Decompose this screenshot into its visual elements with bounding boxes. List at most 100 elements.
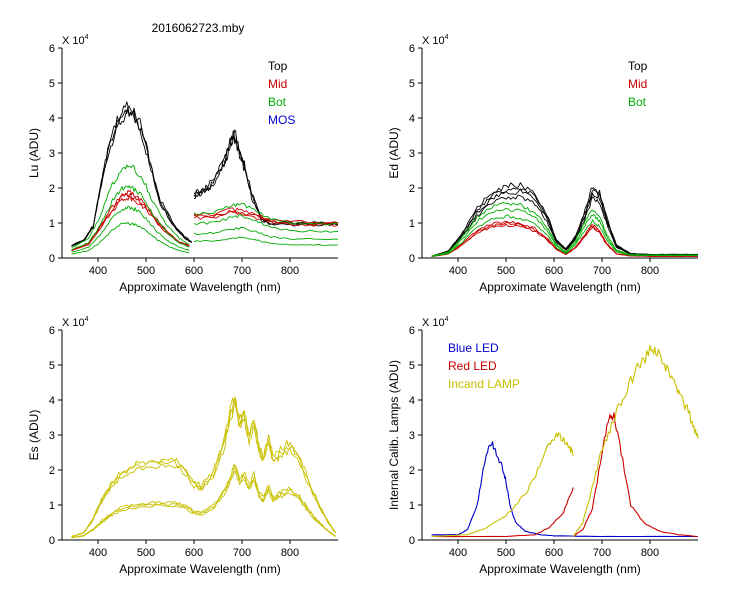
x-tick-label: 600 — [185, 265, 203, 277]
series-mid — [71, 189, 339, 252]
x-tick-label: 500 — [137, 265, 155, 277]
series-line — [71, 398, 336, 537]
y-tick-label: 5 — [49, 360, 55, 372]
series-line — [431, 220, 698, 257]
y-tick-label: 3 — [49, 148, 55, 160]
y-tick-label: 5 — [409, 360, 415, 372]
y-tick-label: 4 — [409, 113, 415, 125]
x-tick-label: 800 — [641, 265, 659, 277]
series-line — [193, 210, 339, 227]
series-line — [71, 470, 336, 539]
y-multiplier: X 104 — [62, 316, 89, 329]
y-tick-label: 3 — [409, 148, 415, 160]
y-tick-label: 4 — [49, 395, 55, 407]
legend: Blue LED Red LED Incand LAMP — [448, 341, 520, 391]
y-axis-label: Es (ADU) — [27, 410, 41, 461]
series-line — [431, 182, 698, 257]
x-tick-label: 400 — [449, 547, 467, 559]
legend-entry-incand-lamp: Incand LAMP — [448, 377, 520, 391]
series-line — [71, 205, 190, 253]
y-tick-label: 3 — [49, 430, 55, 442]
y-multiplier: X 104 — [422, 34, 449, 47]
series-line — [193, 214, 339, 233]
y-axis-label: Lu (ADU) — [27, 128, 41, 178]
x-tick-label: 800 — [641, 547, 659, 559]
y-tick-label: 0 — [409, 253, 415, 265]
series-line — [431, 188, 698, 257]
y-multiplier-exponent: 4 — [85, 34, 89, 41]
series-line — [431, 487, 574, 538]
legend-entry-bot: Bot — [628, 95, 647, 109]
series-line — [431, 187, 699, 257]
y-tick-label: 0 — [409, 535, 415, 547]
legend: Top Mid Bot — [628, 59, 648, 109]
x-tick-label: 700 — [233, 547, 251, 559]
x-tick-label: 500 — [497, 547, 515, 559]
x-tick-label: 800 — [281, 265, 299, 277]
series-blue-led — [431, 441, 698, 538]
series-line — [71, 164, 190, 248]
y-tick-label: 6 — [49, 325, 55, 337]
series-line — [572, 344, 699, 537]
x-tick-label: 500 — [497, 265, 515, 277]
y-tick-label: 2 — [409, 183, 415, 195]
y-tick-label: 4 — [49, 113, 55, 125]
y-multiplier-exponent: 4 — [445, 316, 449, 323]
x-tick-label: 800 — [281, 547, 299, 559]
series-line — [71, 467, 336, 538]
series-line — [193, 202, 339, 226]
y-tick-label: 1 — [49, 500, 55, 512]
legend-entry-mid: Mid — [268, 77, 287, 91]
x-tick-label: 500 — [137, 547, 155, 559]
y-tick-label: 2 — [409, 465, 415, 477]
series-top — [431, 182, 699, 257]
series-line — [193, 129, 339, 225]
figure-title: 2016062723.mby — [152, 21, 245, 35]
y-tick-label: 0 — [49, 253, 55, 265]
x-axis-label: Approximate Wavelength (nm) — [479, 280, 641, 294]
x-tick-label: 400 — [89, 265, 107, 277]
y-multiplier-base: X 10 — [422, 317, 445, 329]
y-axis-label: Ed (ADU) — [387, 127, 401, 178]
series-line — [572, 412, 699, 538]
legend-entry-top: Top — [628, 59, 648, 73]
series-line — [71, 185, 190, 251]
x-tick-label: 400 — [449, 265, 467, 277]
y-tick-label: 6 — [409, 325, 415, 337]
legend-entry-mos: MOS — [268, 113, 295, 127]
series-incand-lamp — [431, 344, 699, 538]
y-tick-label: 1 — [409, 500, 415, 512]
series-line — [431, 201, 698, 257]
series-top — [71, 101, 339, 247]
y-multiplier-exponent: 4 — [445, 34, 449, 41]
series-line — [71, 105, 192, 247]
x-tick-label: 600 — [545, 547, 563, 559]
y-tick-label: 5 — [409, 78, 415, 90]
legend-entry-top: Top — [268, 59, 288, 73]
y-tick-label: 4 — [409, 395, 415, 407]
x-axis-label: Approximate Wavelength (nm) — [119, 280, 281, 294]
series-es-high — [71, 396, 336, 538]
y-multiplier-base: X 10 — [62, 35, 85, 47]
y-multiplier: X 104 — [62, 34, 89, 47]
series-mid — [431, 220, 699, 258]
series-es-low — [71, 463, 336, 539]
series-line — [193, 207, 339, 224]
series-red-led — [431, 412, 699, 538]
x-tick-label: 700 — [233, 265, 251, 277]
y-tick-label: 0 — [49, 535, 55, 547]
legend-entry-mid: Mid — [628, 77, 647, 91]
series-line — [71, 221, 190, 255]
y-axis-label: Internal Calib. Lamps (ADU) — [387, 360, 401, 510]
x-tick-label: 600 — [545, 265, 563, 277]
series-bot — [431, 201, 699, 257]
series-line — [431, 207, 699, 257]
series-line — [71, 189, 190, 251]
x-axis-label: Approximate Wavelength (nm) — [479, 562, 641, 576]
series-line — [431, 432, 574, 538]
x-tick-label: 700 — [593, 265, 611, 277]
